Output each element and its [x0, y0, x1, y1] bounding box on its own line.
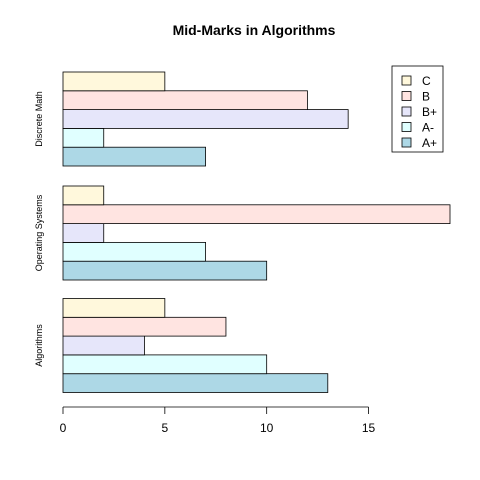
- group-labels: Algorithms Operating Systems Discrete Math: [34, 91, 44, 367]
- legend-swatch-b: [401, 91, 412, 101]
- legend-label-a-plus: A+: [422, 136, 437, 150]
- legend-label-b-plus: B+: [422, 105, 437, 119]
- bar-algorithms-a-plus: [62, 373, 329, 393]
- legend-swatch-a: [401, 122, 412, 132]
- bar-algorithms-c: [62, 298, 166, 318]
- legend-label-a: A-: [422, 121, 434, 135]
- bar-operating-systems-b: [62, 204, 451, 225]
- legend-box: [391, 65, 444, 153]
- x-tick-label-5: 5: [161, 421, 168, 435]
- legend-label-c: C: [422, 74, 431, 88]
- group-label-discrete-math: Discrete Math: [34, 91, 44, 147]
- bar-discrete-math-a-plus: [62, 146, 206, 167]
- legend-swatch-a-plus: [401, 137, 412, 148]
- x-tick-label-10: 10: [260, 421, 274, 435]
- bar-operating-systems-b-plus: [62, 223, 105, 243]
- legend-swatch-b-plus: [401, 106, 412, 117]
- x-axis: 0 5 10 15: [60, 406, 376, 435]
- legend-label-b: B: [422, 90, 430, 104]
- bar-discrete-math-b: [62, 90, 308, 111]
- legend-swatch-c: [401, 75, 412, 86]
- legend: CBB+ A-A+: [391, 65, 444, 153]
- bars-layer: [62, 71, 451, 393]
- bar-discrete-math-b-plus: [62, 109, 349, 129]
- bar-algorithms-b-plus: [62, 335, 145, 356]
- bar-discrete-math-a: [62, 127, 105, 148]
- chart-title: Mid-Marks in Algorithms: [173, 22, 336, 38]
- x-tick-label-15: 15: [362, 421, 376, 435]
- bar-operating-systems-c: [62, 185, 105, 206]
- group-label-algorithms: Algorithms: [34, 324, 44, 367]
- group-label-operating-systems: Operating Systems: [34, 194, 44, 271]
- bar-operating-systems-a-plus: [62, 260, 268, 281]
- x-tick-label-0: 0: [60, 421, 67, 435]
- bar-algorithms-b: [62, 316, 227, 337]
- bar-discrete-math-c: [62, 71, 166, 92]
- bar-algorithms-a: [62, 354, 268, 375]
- bar-operating-systems-a: [62, 241, 206, 262]
